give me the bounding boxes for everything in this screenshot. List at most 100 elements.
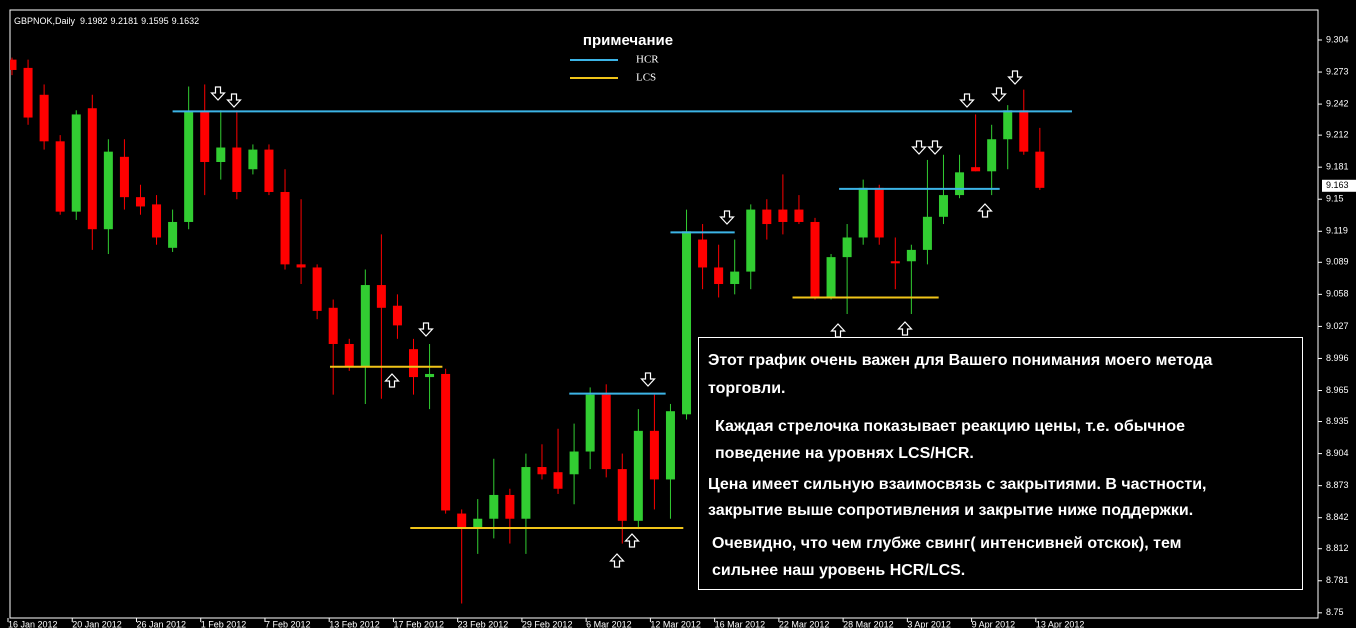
candle-body [1035,151,1045,188]
plot-frame [9,9,1319,619]
candle-body [874,187,884,238]
candle-body [505,494,515,519]
x-tick-label: 26 Jan 2012 [136,619,186,628]
candle-body [1019,110,1029,152]
y-tick-label: 9.181 [1326,162,1349,172]
legend-label: LCS [636,72,656,84]
candle-body [553,472,563,489]
x-tick-label: 13 Feb 2012 [329,619,380,628]
candle-body [152,204,162,238]
candle-body [10,59,17,70]
candle-body [232,147,242,192]
candle-body [1003,110,1013,140]
x-tick-label: 3 Apr 2012 [907,619,951,628]
x-tick-label: 22 Mar 2012 [779,619,830,628]
candle-body [521,467,531,519]
candle-body [103,151,113,230]
note-line: Этот график очень важен для Вашего поним… [708,352,1213,369]
y-tick-label: 9.119 [1326,226,1348,236]
y-tick-label: 8.873 [1326,480,1349,490]
candle-body [376,285,386,308]
y-tick-label: 9.212 [1326,129,1349,139]
candle-body [714,267,724,285]
x-tick-label: 23 Feb 2012 [458,619,509,628]
arrow-down [1007,70,1023,85]
x-tick-label: 9 Apr 2012 [972,619,1016,628]
candle-body [826,257,836,298]
candle-body [890,261,900,264]
candle-body [280,191,290,265]
note-box: Этот график очень важен для Вашего поним… [698,337,1303,590]
candle-body [184,111,194,222]
x-tick-label: 12 Mar 2012 [650,619,701,628]
y-tick-label: 8.75 [1326,607,1344,617]
x-tick-label: 6 Mar 2012 [586,619,632,628]
arrow-down [719,210,735,225]
candle-body [601,394,611,470]
y-tick-label: 9.027 [1326,321,1349,331]
note-line: закрытие выше сопротивления и закрытие н… [708,502,1194,519]
x-tick-label: 13 Apr 2012 [1036,619,1085,628]
candle-body [987,139,997,172]
candle-body [119,156,129,198]
arrow-down [927,140,943,155]
header-open: 9.1982 [80,16,108,26]
arrow-down [226,93,242,108]
arrow-up [384,373,400,388]
arrow-up [830,323,846,338]
last-price-tag [1322,179,1356,192]
candle-body [971,167,981,172]
candle-body [200,111,210,162]
candle-body [665,411,675,480]
candle-body [698,239,708,268]
y-tick-label: 8.904 [1326,448,1349,458]
candle-body [425,373,435,378]
candle-body [23,67,33,118]
candle-body [473,518,483,528]
legend-title: примечание [583,32,673,49]
candle-body [344,343,354,367]
candle-body [810,221,820,298]
arrow-up [977,203,993,218]
candle-body [906,249,916,262]
candle-body [633,430,643,521]
y-tick-label: 9.089 [1326,257,1349,267]
candle-body [328,307,338,344]
candle-body [858,187,868,238]
y-tick-label: 8.812 [1326,543,1349,553]
candle-body [216,147,226,162]
arrow-down [959,93,975,108]
note-line: сильнее наш уровень HCR/LCS. [712,562,966,579]
candle-body [938,195,948,217]
arrow-down [911,140,927,155]
x-tick-label: 29 Feb 2012 [522,619,573,628]
candle-body [264,149,274,192]
note-line: Очевидно, что чем глубже свинг( интенсив… [712,535,1182,552]
y-tick-label: 8.935 [1326,416,1349,426]
candle-body [922,216,932,250]
candle-body [87,108,97,230]
candle-body [248,149,258,170]
candle-body [794,209,804,222]
x-tick-label: 28 Mar 2012 [843,619,894,628]
note-line: поведение на уровнях LCS/HCR. [715,445,974,462]
arrow-down [210,86,226,101]
y-tick-label: 9.058 [1326,289,1349,299]
chart-header: GBPNOK,Daily 9.1982 9.2181 9.1595 9.1632 [14,16,199,26]
arrows [210,70,1023,568]
x-tick-label: 16 Jan 2012 [8,619,58,628]
x-tick-label: 16 Mar 2012 [715,619,766,628]
candle-body [649,430,659,480]
candle-body [409,349,418,378]
arrow-up [609,553,625,568]
x-tick-label: 7 Feb 2012 [265,619,311,628]
note-line: торговли. [708,380,786,397]
arrow-down [640,372,656,387]
note-line: Цена имеет сильную взаимосвязь с закрыти… [708,476,1207,493]
candle-body [746,209,756,272]
x-tick-label: 17 Feb 2012 [393,619,444,628]
candle-body [392,305,402,326]
header-low: 9.1595 [141,16,169,26]
header-high: 9.2181 [111,16,139,26]
